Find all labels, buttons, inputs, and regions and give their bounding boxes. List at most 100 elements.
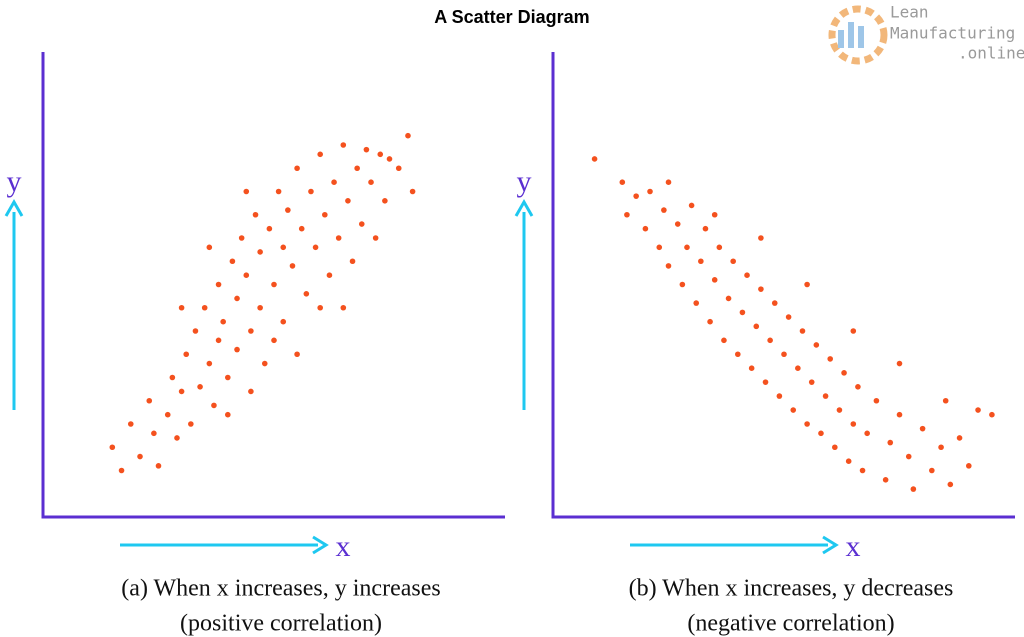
point <box>771 300 778 306</box>
point <box>702 225 709 232</box>
point <box>739 309 746 316</box>
point <box>711 277 718 283</box>
point <box>966 463 972 469</box>
point <box>679 281 686 288</box>
point <box>905 453 912 460</box>
y-axis-label: y <box>517 165 532 198</box>
point <box>188 421 194 427</box>
point <box>896 411 903 418</box>
point <box>234 295 240 302</box>
caption: (negative correlation) <box>687 611 894 637</box>
point <box>929 467 935 474</box>
point <box>312 244 319 251</box>
point <box>211 402 217 409</box>
point <box>317 151 324 158</box>
point <box>271 281 277 288</box>
point <box>753 323 760 330</box>
logo-text: Manufacturing <box>890 24 1015 43</box>
point <box>349 258 356 265</box>
point <box>698 258 704 265</box>
point <box>804 281 810 288</box>
point <box>873 397 880 404</box>
point <box>248 388 254 395</box>
x-axis-label: x <box>336 530 351 563</box>
x-arrow-head <box>822 535 839 555</box>
point <box>201 304 208 311</box>
point <box>864 430 870 437</box>
point <box>206 244 213 251</box>
point <box>127 421 134 427</box>
point <box>665 263 672 269</box>
point <box>169 374 176 381</box>
logo-gear <box>828 5 888 65</box>
point <box>725 295 732 302</box>
point <box>633 193 639 199</box>
point <box>619 179 626 185</box>
point <box>942 397 949 404</box>
point <box>395 165 402 172</box>
point <box>275 188 282 195</box>
point <box>197 384 203 390</box>
point <box>799 328 806 334</box>
point <box>688 202 695 209</box>
point <box>758 286 764 292</box>
point <box>238 235 245 241</box>
caption: (a) When x increases, y increases <box>121 576 440 602</box>
point <box>248 328 254 334</box>
point <box>225 374 231 381</box>
point <box>151 430 157 437</box>
point <box>234 346 240 353</box>
x-arrow-head <box>312 535 329 555</box>
point <box>896 360 903 367</box>
logo-bar <box>858 26 864 48</box>
point <box>804 421 810 427</box>
point <box>354 165 360 172</box>
logo-text: .online <box>958 44 1024 63</box>
point <box>661 207 667 213</box>
point <box>947 481 954 488</box>
point <box>178 304 185 311</box>
point <box>859 467 866 474</box>
point <box>744 272 750 279</box>
point <box>822 393 829 399</box>
point <box>665 179 672 185</box>
point <box>280 244 287 251</box>
y-arrow-head <box>4 198 24 217</box>
point <box>776 393 783 399</box>
point <box>174 435 180 441</box>
point <box>850 328 857 334</box>
point <box>322 211 328 218</box>
point <box>785 314 792 320</box>
point <box>841 370 847 376</box>
y-arrow-head <box>514 198 534 217</box>
logo-bar <box>848 22 854 48</box>
point <box>331 179 337 185</box>
point <box>243 188 250 195</box>
point <box>910 486 917 492</box>
point <box>317 304 324 311</box>
point <box>409 188 416 195</box>
point <box>795 365 801 372</box>
point <box>405 132 411 139</box>
point <box>836 407 843 413</box>
point <box>225 411 231 418</box>
point <box>730 258 736 265</box>
point <box>206 360 213 367</box>
point <box>827 356 833 362</box>
point <box>716 244 723 251</box>
point <box>229 258 236 265</box>
point <box>243 272 250 279</box>
point <box>326 272 333 279</box>
point <box>178 388 185 395</box>
point <box>989 411 995 418</box>
caption: (positive correlation) <box>180 611 382 637</box>
point <box>735 351 741 358</box>
point <box>382 198 388 204</box>
point <box>155 463 162 469</box>
point <box>790 407 797 413</box>
point <box>656 244 663 251</box>
logo-text: Lean <box>890 3 929 22</box>
point <box>919 425 926 432</box>
point <box>257 249 263 255</box>
